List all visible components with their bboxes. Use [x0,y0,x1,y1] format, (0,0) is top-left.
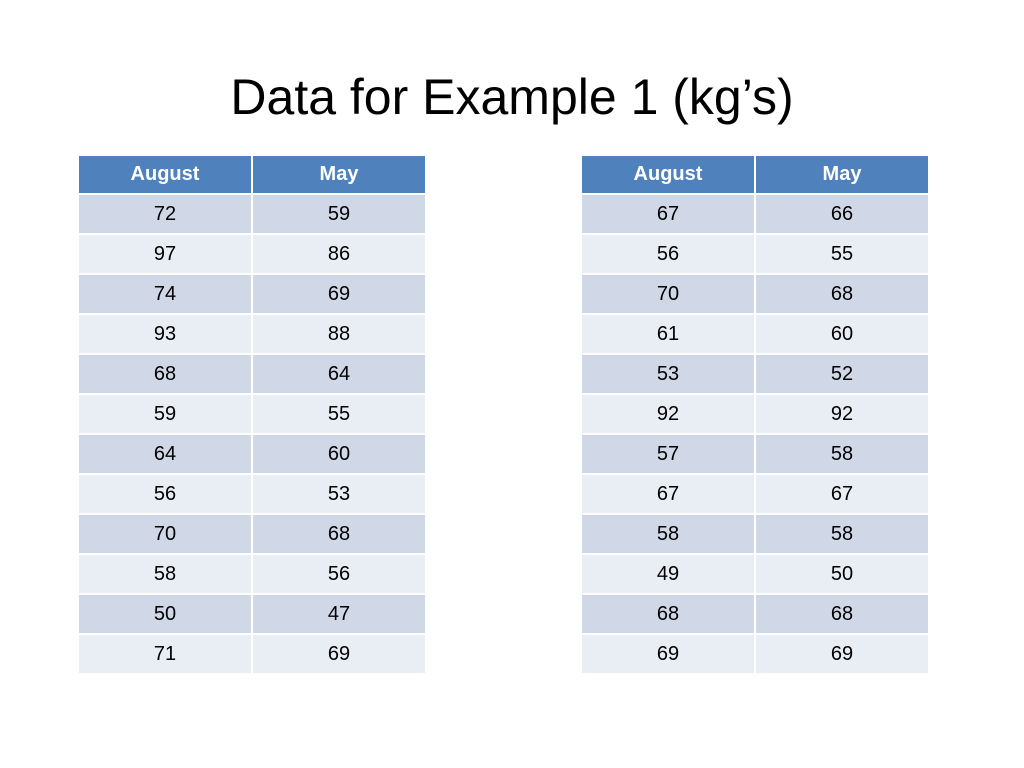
column-header-may: May [251,154,427,195]
cell-may: 68 [754,273,930,315]
cell-august: 59 [77,393,253,435]
cell-may: 53 [251,473,427,515]
column-header-may: May [754,154,930,195]
cell-august: 97 [77,233,253,275]
table-row: 49 50 [580,553,930,595]
cell-august: 64 [77,433,253,475]
table-row: 70 68 [77,513,427,555]
table-row: 57 58 [580,433,930,475]
cell-may: 69 [251,633,427,675]
cell-may: 66 [754,193,930,235]
table-row: 59 55 [77,393,427,435]
cell-may: 47 [251,593,427,635]
cell-august: 67 [580,473,756,515]
cell-august: 58 [580,513,756,555]
cell-may: 58 [754,513,930,555]
cell-august: 53 [580,353,756,395]
cell-august: 74 [77,273,253,315]
table-row: 71 69 [77,633,427,675]
table-row: 67 66 [580,193,930,235]
cell-may: 55 [754,233,930,275]
table-row: 70 68 [580,273,930,315]
data-table-left: August May 72 59 97 86 74 69 93 88 68 64 59 55 64 60 5… [77,154,427,675]
cell-august: 58 [77,553,253,595]
cell-may: 88 [251,313,427,355]
cell-may: 92 [754,393,930,435]
cell-august: 56 [580,233,756,275]
table-row: 92 92 [580,393,930,435]
cell-may: 67 [754,473,930,515]
cell-august: 93 [77,313,253,355]
cell-august: 69 [580,633,756,675]
table-row: 56 53 [77,473,427,515]
table-row: 58 56 [77,553,427,595]
cell-august: 72 [77,193,253,235]
table-row: 68 64 [77,353,427,395]
cell-august: 49 [580,553,756,595]
data-table-right: August May 67 66 56 55 70 68 61 60 53 52 92 92 57 58 6… [580,154,930,675]
cell-august: 61 [580,313,756,355]
cell-may: 59 [251,193,427,235]
column-header-august: August [580,154,756,195]
table-body: 67 66 56 55 70 68 61 60 53 52 92 92 57 58 67 67 58 58 49 50… [580,193,930,675]
cell-august: 68 [580,593,756,635]
cell-august: 70 [580,273,756,315]
cell-august: 68 [77,353,253,395]
cell-august: 56 [77,473,253,515]
table-row: 50 47 [77,593,427,635]
table-row: 58 58 [580,513,930,555]
table-row: 67 67 [580,473,930,515]
table-row: 74 69 [77,273,427,315]
table-header-row: August May [580,154,930,195]
cell-may: 64 [251,353,427,395]
table-row: 53 52 [580,353,930,395]
cell-may: 60 [754,313,930,355]
cell-may: 86 [251,233,427,275]
table-row: 61 60 [580,313,930,355]
table-body: 72 59 97 86 74 69 93 88 68 64 59 55 64 60 56 53 70 68 58 56… [77,193,427,675]
cell-may: 56 [251,553,427,595]
cell-august: 92 [580,393,756,435]
cell-may: 55 [251,393,427,435]
table-row: 64 60 [77,433,427,475]
cell-august: 67 [580,193,756,235]
cell-may: 58 [754,433,930,475]
column-header-august: August [77,154,253,195]
table-row: 68 68 [580,593,930,635]
table-row: 72 59 [77,193,427,235]
cell-may: 68 [754,593,930,635]
cell-august: 70 [77,513,253,555]
slide-title: Data for Example 1 (kg’s) [230,69,794,125]
table-header-row: August May [77,154,427,195]
cell-may: 50 [754,553,930,595]
cell-may: 52 [754,353,930,395]
table-row: 93 88 [77,313,427,355]
cell-august: 50 [77,593,253,635]
table-row: 97 86 [77,233,427,275]
cell-august: 57 [580,433,756,475]
cell-may: 60 [251,433,427,475]
cell-may: 69 [251,273,427,315]
cell-may: 68 [251,513,427,555]
cell-august: 71 [77,633,253,675]
cell-may: 69 [754,633,930,675]
table-row: 69 69 [580,633,930,675]
table-row: 56 55 [580,233,930,275]
